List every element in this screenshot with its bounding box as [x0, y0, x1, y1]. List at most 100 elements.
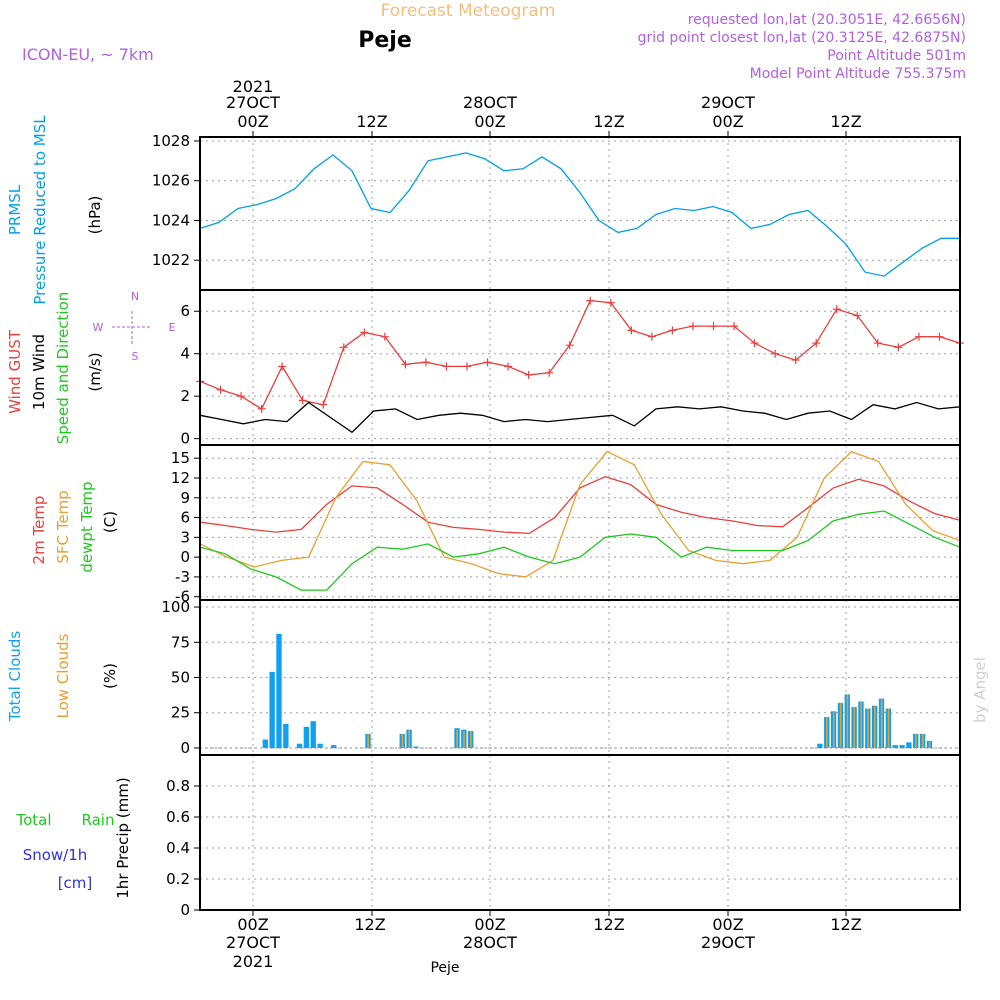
bar-total-12 — [283, 724, 289, 748]
ytick-label-4-2: 0.4 — [166, 839, 190, 857]
gust-marker-23 — [668, 326, 677, 335]
gust-marker-18 — [565, 341, 574, 350]
gust-marker-2 — [237, 392, 246, 401]
bar-low-100 — [887, 708, 890, 748]
gust-marker-6 — [319, 400, 328, 409]
compass-w: W — [93, 321, 104, 334]
bar-low-39 — [470, 731, 472, 748]
pressure-label-1: PRMSL — [6, 184, 24, 235]
gust-marker-25 — [709, 322, 718, 331]
gust-marker-20 — [606, 298, 615, 307]
bottom-date-27: 27OCT — [226, 933, 280, 952]
gust-marker-24 — [688, 322, 697, 331]
top-date-28: 28OCT — [463, 93, 517, 112]
top-date-29: 29OCT — [701, 93, 755, 112]
gust-marker-16 — [524, 370, 533, 379]
ytick-label-2-3: 3 — [180, 528, 190, 546]
wind-label-sd: Speed and Direction — [54, 292, 72, 445]
top-00z-29: 00Z — [712, 112, 743, 131]
compass-s: S — [132, 350, 139, 363]
gust-marker-5 — [298, 396, 307, 405]
bar-total-9 — [262, 739, 268, 748]
model-label: ICON-EU, ~ 7km — [22, 45, 154, 64]
series-line-2-1 — [199, 450, 961, 578]
gust-marker-17 — [545, 368, 554, 377]
gust-marker-14 — [483, 358, 492, 367]
requested-coords: requested lon,lat (20.3051E, 42.6656N) — [688, 12, 966, 28]
top-12z-28: 12Z — [593, 112, 624, 131]
series-line-1-0 — [199, 299, 961, 410]
gust-marker-3 — [257, 404, 266, 413]
precip-unit: 1hr Precip (mm) — [114, 777, 132, 898]
bar-total-103 — [906, 742, 912, 748]
gust-marker-11 — [421, 358, 430, 367]
bar-low-91 — [826, 716, 828, 748]
ytick-label-0-3: 1028 — [152, 132, 190, 150]
bar-low-38 — [463, 731, 465, 748]
bottom-12z-27: 12Z — [354, 915, 385, 934]
bar-total-17 — [317, 743, 323, 748]
series-line-2-0 — [199, 476, 961, 535]
ytick-label-2-6: 12 — [171, 469, 190, 487]
ytick-label-4-0: 0 — [180, 901, 190, 919]
wind-label-gust: Wind GUST — [6, 329, 24, 414]
ytick-label-0-2: 1026 — [152, 172, 190, 190]
bottom-date-28: 28OCT — [463, 933, 517, 952]
gust-marker-31 — [832, 305, 841, 314]
ytick-label-2-1: -3 — [175, 568, 190, 586]
bottom-00z-27: 00Z — [237, 915, 268, 934]
point-altitude: Point Altitude 501m — [827, 48, 966, 64]
temp-unit: (C) — [101, 511, 119, 533]
bar-low-29 — [401, 733, 404, 748]
bottom-date-29: 29OCT — [701, 933, 755, 952]
gust-marker-15 — [504, 362, 513, 371]
ytick-label-0-1: 1024 — [152, 211, 190, 229]
bar-total-10 — [269, 671, 275, 748]
ytick-label-2-0: -6 — [175, 588, 190, 606]
ytick-label-1-1: 2 — [180, 387, 190, 405]
bar-low-95 — [853, 707, 856, 748]
gust-marker-30 — [812, 339, 821, 348]
wind-compass: N W E S — [93, 290, 176, 363]
bar-low-98 — [874, 705, 876, 748]
gust-marker-1 — [216, 385, 225, 394]
bar-low-105 — [921, 733, 924, 748]
series-line-1-1 — [199, 401, 961, 434]
ytick-label-4-1: 0.2 — [166, 870, 190, 888]
ytick-label-3-0: 0 — [180, 739, 190, 757]
top-title: Forecast Meteogram — [381, 1, 556, 21]
temp-label-sfc: SFC Temp — [54, 490, 72, 563]
ytick-label-3-2: 50 — [171, 669, 190, 687]
cloud-label-total: Total Clouds — [6, 631, 24, 723]
bottom-year: 2021 — [233, 952, 274, 971]
plot-area: 10221024102610280246-6-30369121502550751… — [152, 131, 964, 919]
ytick-label-2-5: 9 — [180, 489, 190, 507]
bar-low-97 — [867, 708, 869, 748]
gust-marker-7 — [339, 343, 348, 352]
gust-marker-12 — [442, 362, 451, 371]
wind-label-10m: 10m Wind — [30, 334, 48, 410]
pressure-unit: (hPa) — [86, 196, 104, 235]
bar-total-16 — [310, 721, 316, 748]
gust-marker-10 — [401, 360, 410, 369]
ytick-label-4-4: 0.8 — [166, 777, 190, 795]
bottom-00z-29: 00Z — [712, 915, 743, 934]
ytick-label-4-3: 0.6 — [166, 808, 190, 826]
compass-e: E — [169, 321, 176, 334]
ytick-label-2-2: 0 — [180, 548, 190, 566]
gust-marker-19 — [586, 296, 595, 305]
gust-marker-36 — [935, 332, 944, 341]
bar-low-94 — [846, 694, 849, 748]
gust-marker-28 — [771, 349, 780, 358]
series-line-0-0 — [199, 152, 960, 277]
bottom-00z-28: 00Z — [474, 915, 505, 934]
panel-frame-4 — [199, 754, 961, 911]
precip-total-label: Total — [15, 811, 51, 829]
precip-rain-label: Rain — [82, 811, 115, 829]
ytick-label-1-0: 0 — [180, 430, 190, 448]
cloud-unit: (%) — [101, 663, 119, 689]
compass-n: N — [131, 290, 139, 303]
ytick-label-3-1: 25 — [171, 704, 190, 722]
